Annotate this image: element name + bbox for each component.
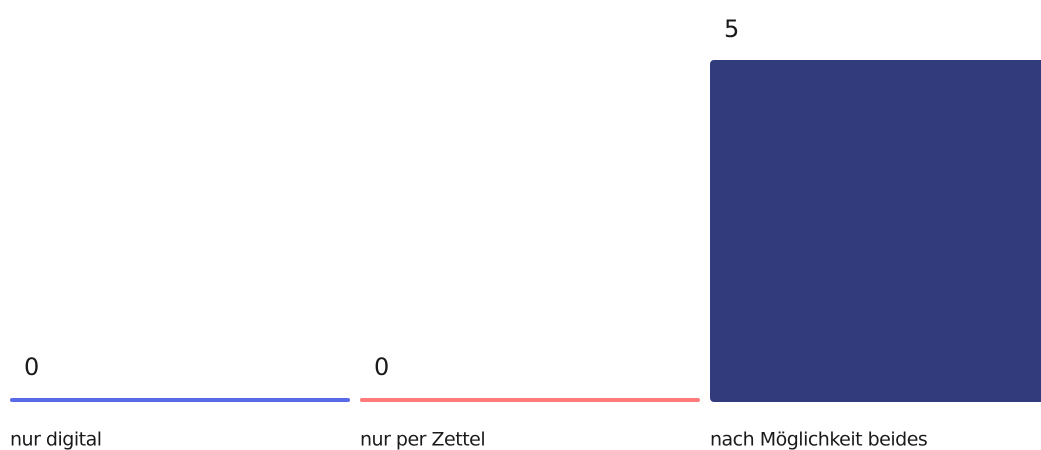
value-label: 5 — [724, 15, 739, 43]
bar — [710, 60, 1041, 402]
category-label: nach Möglichkeit beides — [710, 429, 927, 450]
value-label: 0 — [24, 353, 39, 381]
bar — [360, 398, 700, 402]
category-label: nur per Zettel — [360, 429, 485, 450]
value-label: 0 — [374, 353, 389, 381]
category-label: nur digital — [10, 429, 102, 450]
bar — [10, 398, 350, 402]
